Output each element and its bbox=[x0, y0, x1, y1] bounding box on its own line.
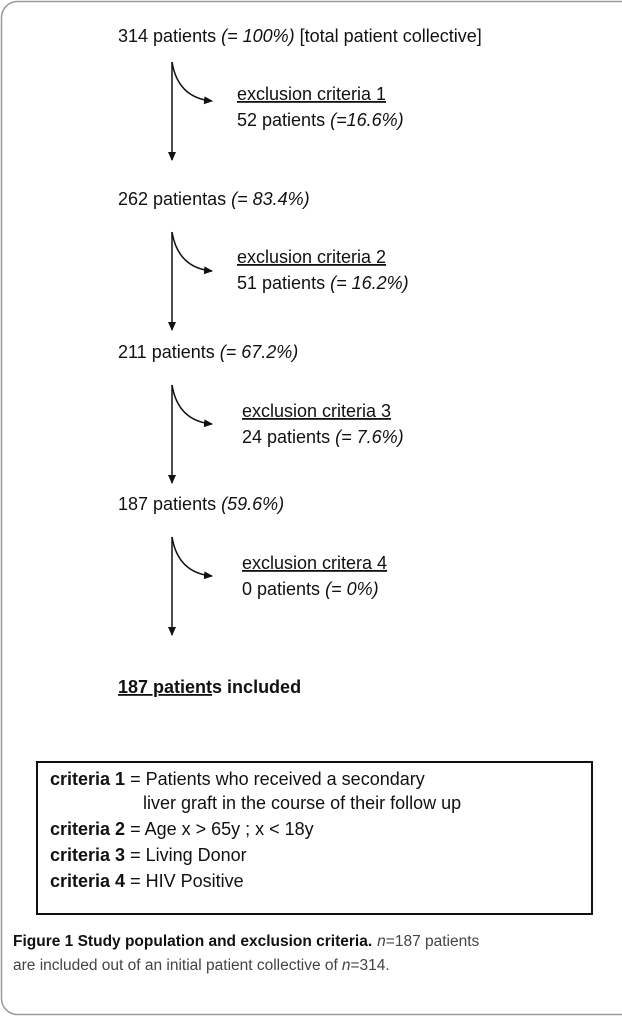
caption-title: Figure 1 Study population and exclusion … bbox=[13, 933, 372, 950]
result-underlined: 187 patient bbox=[118, 677, 212, 697]
exclusion-percent: (=16.6%) bbox=[330, 110, 404, 130]
exclusion-label: exclusion criteria 1 bbox=[237, 84, 386, 104]
exclusion-text: 51 patients (= 16.2%) bbox=[237, 273, 409, 293]
caption-part: =187 patients bbox=[386, 933, 480, 950]
exclusion-percent: (= 7.6%) bbox=[335, 427, 404, 447]
step-note: [total patient collective] bbox=[300, 26, 482, 46]
exclusion-text: 0 patients (= 0%) bbox=[242, 579, 379, 599]
legend-definition: = Age x > 65y ; x < 18y bbox=[130, 819, 314, 839]
legend-definition: = HIV Positive bbox=[130, 871, 244, 891]
exclusion-percent: (= 0%) bbox=[325, 579, 379, 599]
caption-line: are included out of an initial patient c… bbox=[13, 957, 390, 974]
step-count: 314 patients bbox=[118, 26, 216, 46]
legend-term: criteria 1 bbox=[50, 769, 125, 789]
exclusion-text: 52 patients (=16.6%) bbox=[237, 110, 404, 130]
step-count: 262 patientas bbox=[118, 189, 226, 209]
legend-definition: liver graft in the course of their follo… bbox=[143, 793, 461, 813]
legend-row: criteria 2 = Age x > 65y ; x < 18y bbox=[50, 819, 314, 839]
exclusion-count: 51 patients bbox=[237, 273, 325, 293]
legend-term: criteria 4 bbox=[50, 871, 125, 891]
caption-line: Figure 1 Study population and exclusion … bbox=[13, 933, 480, 950]
step-text: 262 patientas (= 83.4%) bbox=[118, 189, 310, 209]
step-percent: (= 67.2%) bbox=[220, 342, 299, 362]
step-count: 211 patients bbox=[118, 342, 215, 362]
legend-row: criteria 3 = Living Donor bbox=[50, 845, 247, 865]
exclusion-count: 24 patients bbox=[242, 427, 330, 447]
exclusion-count: 0 patients bbox=[242, 579, 320, 599]
legend-row: criteria 4 = HIV Positive bbox=[50, 871, 244, 891]
legend-definition: = Patients who received a secondary bbox=[130, 769, 425, 789]
step-count: 187 patients bbox=[118, 494, 216, 514]
exclusion-count: 52 patients bbox=[237, 110, 325, 130]
step-text: 187 patients (59.6%) bbox=[118, 494, 284, 514]
exclusion-text: 24 patients (= 7.6%) bbox=[242, 427, 404, 447]
exclusion-label: exclusion critera 4 bbox=[242, 553, 387, 573]
caption-part: =314. bbox=[350, 957, 389, 974]
step-percent: (59.6%) bbox=[221, 494, 284, 514]
legend-box bbox=[36, 761, 593, 915]
caption-part: n bbox=[342, 957, 351, 974]
legend-term: criteria 2 bbox=[50, 819, 125, 839]
step-percent: (= 83.4%) bbox=[231, 189, 310, 209]
exclusion-percent: (= 16.2%) bbox=[330, 273, 409, 293]
step-text: 211 patients (= 67.2%) bbox=[118, 342, 298, 362]
exclusion-arrow bbox=[171, 536, 213, 580]
legend-term: criteria 3 bbox=[50, 845, 125, 865]
exclusion-arrow bbox=[171, 231, 213, 275]
exclusion-label: exclusion criteria 2 bbox=[237, 247, 386, 267]
exclusion-arrow bbox=[171, 384, 213, 428]
result-rest: s included bbox=[212, 677, 301, 697]
caption-part: n bbox=[377, 933, 386, 950]
legend-definition: = Living Donor bbox=[130, 845, 247, 865]
step-percent: (= 100%) bbox=[221, 26, 295, 46]
legend-row: criteria 1 = Patients who received a seco… bbox=[50, 769, 425, 789]
caption-part: are included out of an initial patient c… bbox=[13, 957, 339, 974]
exclusion-arrow bbox=[171, 61, 213, 105]
exclusion-label: exclusion criteria 3 bbox=[242, 401, 391, 421]
result-text: 187 patients included bbox=[118, 677, 301, 697]
step-text: 314 patients (= 100%) [total patient colle… bbox=[118, 26, 482, 46]
